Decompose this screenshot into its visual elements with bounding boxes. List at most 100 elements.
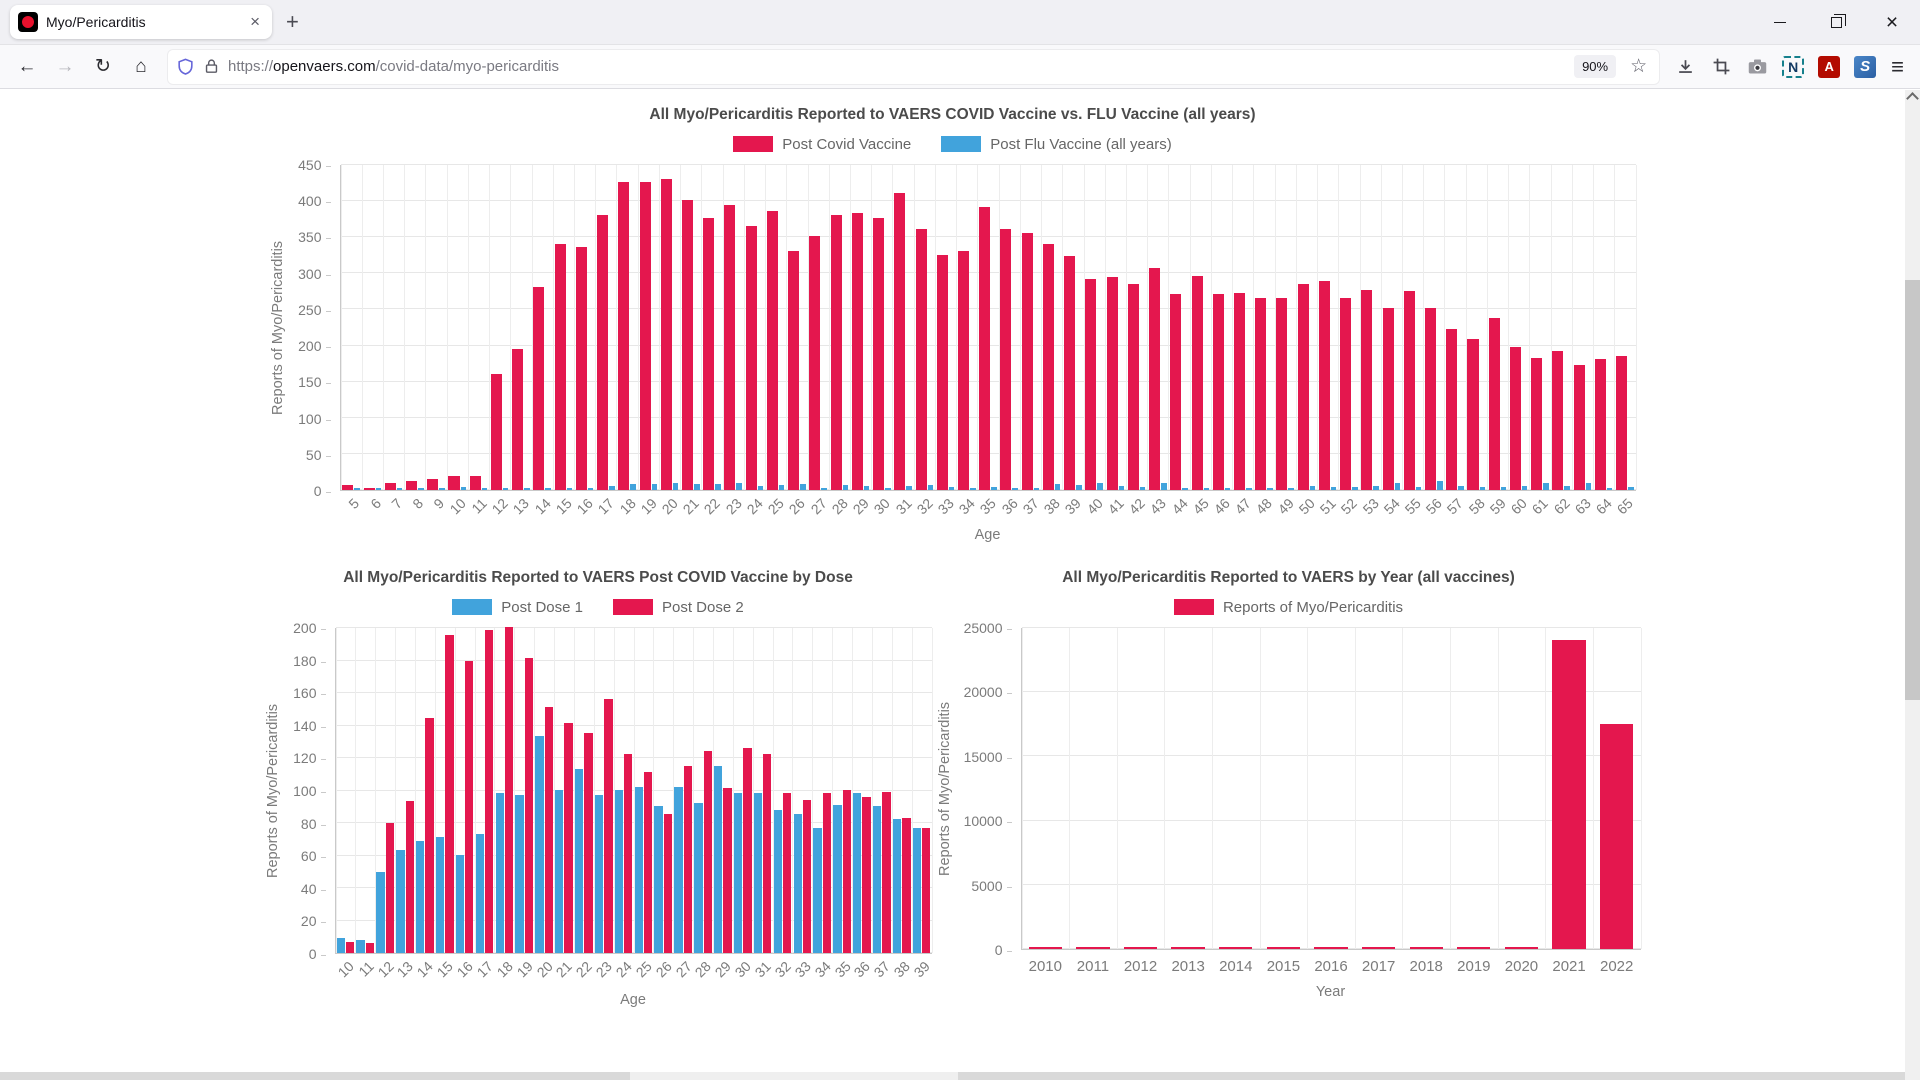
x-tick-label: 33: [935, 495, 957, 517]
bar: [1383, 308, 1394, 490]
legend-item[interactable]: Post Covid Vaccine: [733, 136, 911, 153]
bar: [1022, 233, 1033, 490]
bar: [1298, 284, 1309, 490]
x-tick-label: 2016: [1314, 958, 1347, 975]
bar: [794, 814, 802, 953]
chart-body: Reports of Myo/Pericarditis 020406080100…: [265, 628, 932, 954]
screenshot-crop-button[interactable]: [1705, 51, 1737, 83]
camera-button[interactable]: [1741, 51, 1773, 83]
bar-group: [1614, 165, 1635, 490]
bar-group: [341, 165, 362, 490]
bar: [1510, 347, 1521, 490]
window-minimize-button[interactable]: [1752, 0, 1808, 45]
bar: [640, 182, 651, 490]
bar: [783, 793, 791, 953]
vertical-scrollbar[interactable]: [1905, 90, 1920, 1080]
bar: [991, 487, 997, 490]
adobe-pdf-icon: A: [1818, 56, 1840, 78]
legend-item[interactable]: Reports of Myo/Pericarditis: [1174, 599, 1403, 616]
x-tick-label: 2010: [1029, 958, 1062, 975]
bar: [465, 661, 473, 953]
url-bar[interactable]: https://openvaers.com/covid-data/myo-per…: [168, 50, 1659, 84]
bar: [1128, 284, 1139, 490]
window-close-button[interactable]: ×: [1864, 0, 1920, 45]
bar: [397, 488, 403, 490]
bar: [618, 182, 629, 490]
x-tick-label: 45: [1189, 495, 1211, 517]
x-tick-label: 26: [652, 958, 674, 980]
downloads-button[interactable]: [1669, 51, 1701, 83]
x-tick-label: 5: [346, 495, 363, 512]
bar: [885, 488, 891, 490]
x-tick-label: 34: [811, 958, 833, 980]
extension-s-button[interactable]: S: [1849, 51, 1881, 83]
x-tick-label: 21: [680, 495, 702, 517]
crop-icon: [1712, 57, 1731, 76]
bar: [448, 476, 459, 490]
bar: [1552, 640, 1585, 949]
bar: [376, 872, 384, 954]
bar-group: [1498, 628, 1546, 949]
bar: [644, 772, 652, 953]
bar: [524, 488, 530, 490]
tab-close-icon[interactable]: ×: [248, 12, 262, 32]
scroll-up-arrow-icon[interactable]: [1906, 92, 1919, 105]
browser-tab[interactable]: Myo/Pericarditis ×: [10, 5, 272, 39]
x-tick-label: 32: [771, 958, 793, 980]
tab-title: Myo/Pericarditis: [46, 14, 240, 30]
extension-onenote-button[interactable]: N: [1777, 51, 1809, 83]
bar: [1361, 290, 1372, 490]
chart-legend: Post Dose 1 Post Dose 2: [265, 596, 932, 618]
x-tick-label: 57: [1444, 495, 1466, 517]
x-tick-label: 2018: [1410, 958, 1443, 975]
bar: [736, 483, 742, 490]
home-button[interactable]: ⌂: [124, 51, 158, 83]
bar: [515, 795, 523, 953]
bar-group: [494, 628, 514, 953]
bar: [788, 251, 799, 490]
bar: [1457, 947, 1490, 949]
x-tick-label: 52: [1338, 495, 1360, 517]
window-restore-button[interactable]: [1808, 0, 1864, 45]
x-tick-label: 50: [1295, 495, 1317, 517]
bar: [535, 736, 543, 953]
reload-button[interactable]: ↻: [86, 51, 120, 83]
new-tab-button[interactable]: +: [286, 9, 299, 35]
x-tick-label: 43: [1147, 495, 1169, 517]
bar: [533, 287, 544, 490]
zoom-indicator[interactable]: 90%: [1574, 55, 1616, 78]
legend-item[interactable]: Post Flu Vaccine (all years): [941, 136, 1171, 153]
lock-icon[interactable]: [203, 58, 220, 75]
x-tick-label: 24: [613, 958, 635, 980]
bar-group: [574, 628, 594, 953]
bar-group: [1593, 628, 1641, 949]
extension-pdf-button[interactable]: A: [1813, 51, 1845, 83]
x-tick-label: 39: [1062, 495, 1084, 517]
bar-group: [554, 628, 574, 953]
scrollbar-thumb[interactable]: [1905, 280, 1920, 700]
bar: [823, 793, 831, 953]
x-tick-label: 25: [765, 495, 787, 517]
bookmark-star-icon[interactable]: ☆: [1626, 55, 1651, 78]
y-tick-label: 80: [301, 816, 326, 832]
bar: [862, 797, 870, 953]
bar-group: [1020, 165, 1041, 490]
shield-icon[interactable]: [176, 57, 195, 76]
bar-group: [753, 628, 773, 953]
bar-group: [733, 628, 753, 953]
forward-button[interactable]: →: [48, 51, 82, 83]
x-tick-label: 2013: [1171, 958, 1204, 975]
bar-group: [765, 165, 786, 490]
bar: [505, 627, 513, 953]
legend-item[interactable]: Post Dose 1: [452, 599, 583, 616]
back-button[interactable]: ←: [10, 51, 44, 83]
bar-group: [355, 628, 375, 953]
hamburger-menu-button[interactable]: ≡: [1885, 54, 1910, 80]
bar: [694, 803, 702, 953]
bar: [512, 349, 523, 490]
x-tick-label: 56: [1423, 495, 1445, 517]
page-content: All Myo/Pericarditis Reported to VAERS C…: [0, 90, 1905, 1080]
legend-item[interactable]: Post Dose 2: [613, 599, 744, 616]
bar-group: [1232, 165, 1253, 490]
bar-group: [1487, 165, 1508, 490]
